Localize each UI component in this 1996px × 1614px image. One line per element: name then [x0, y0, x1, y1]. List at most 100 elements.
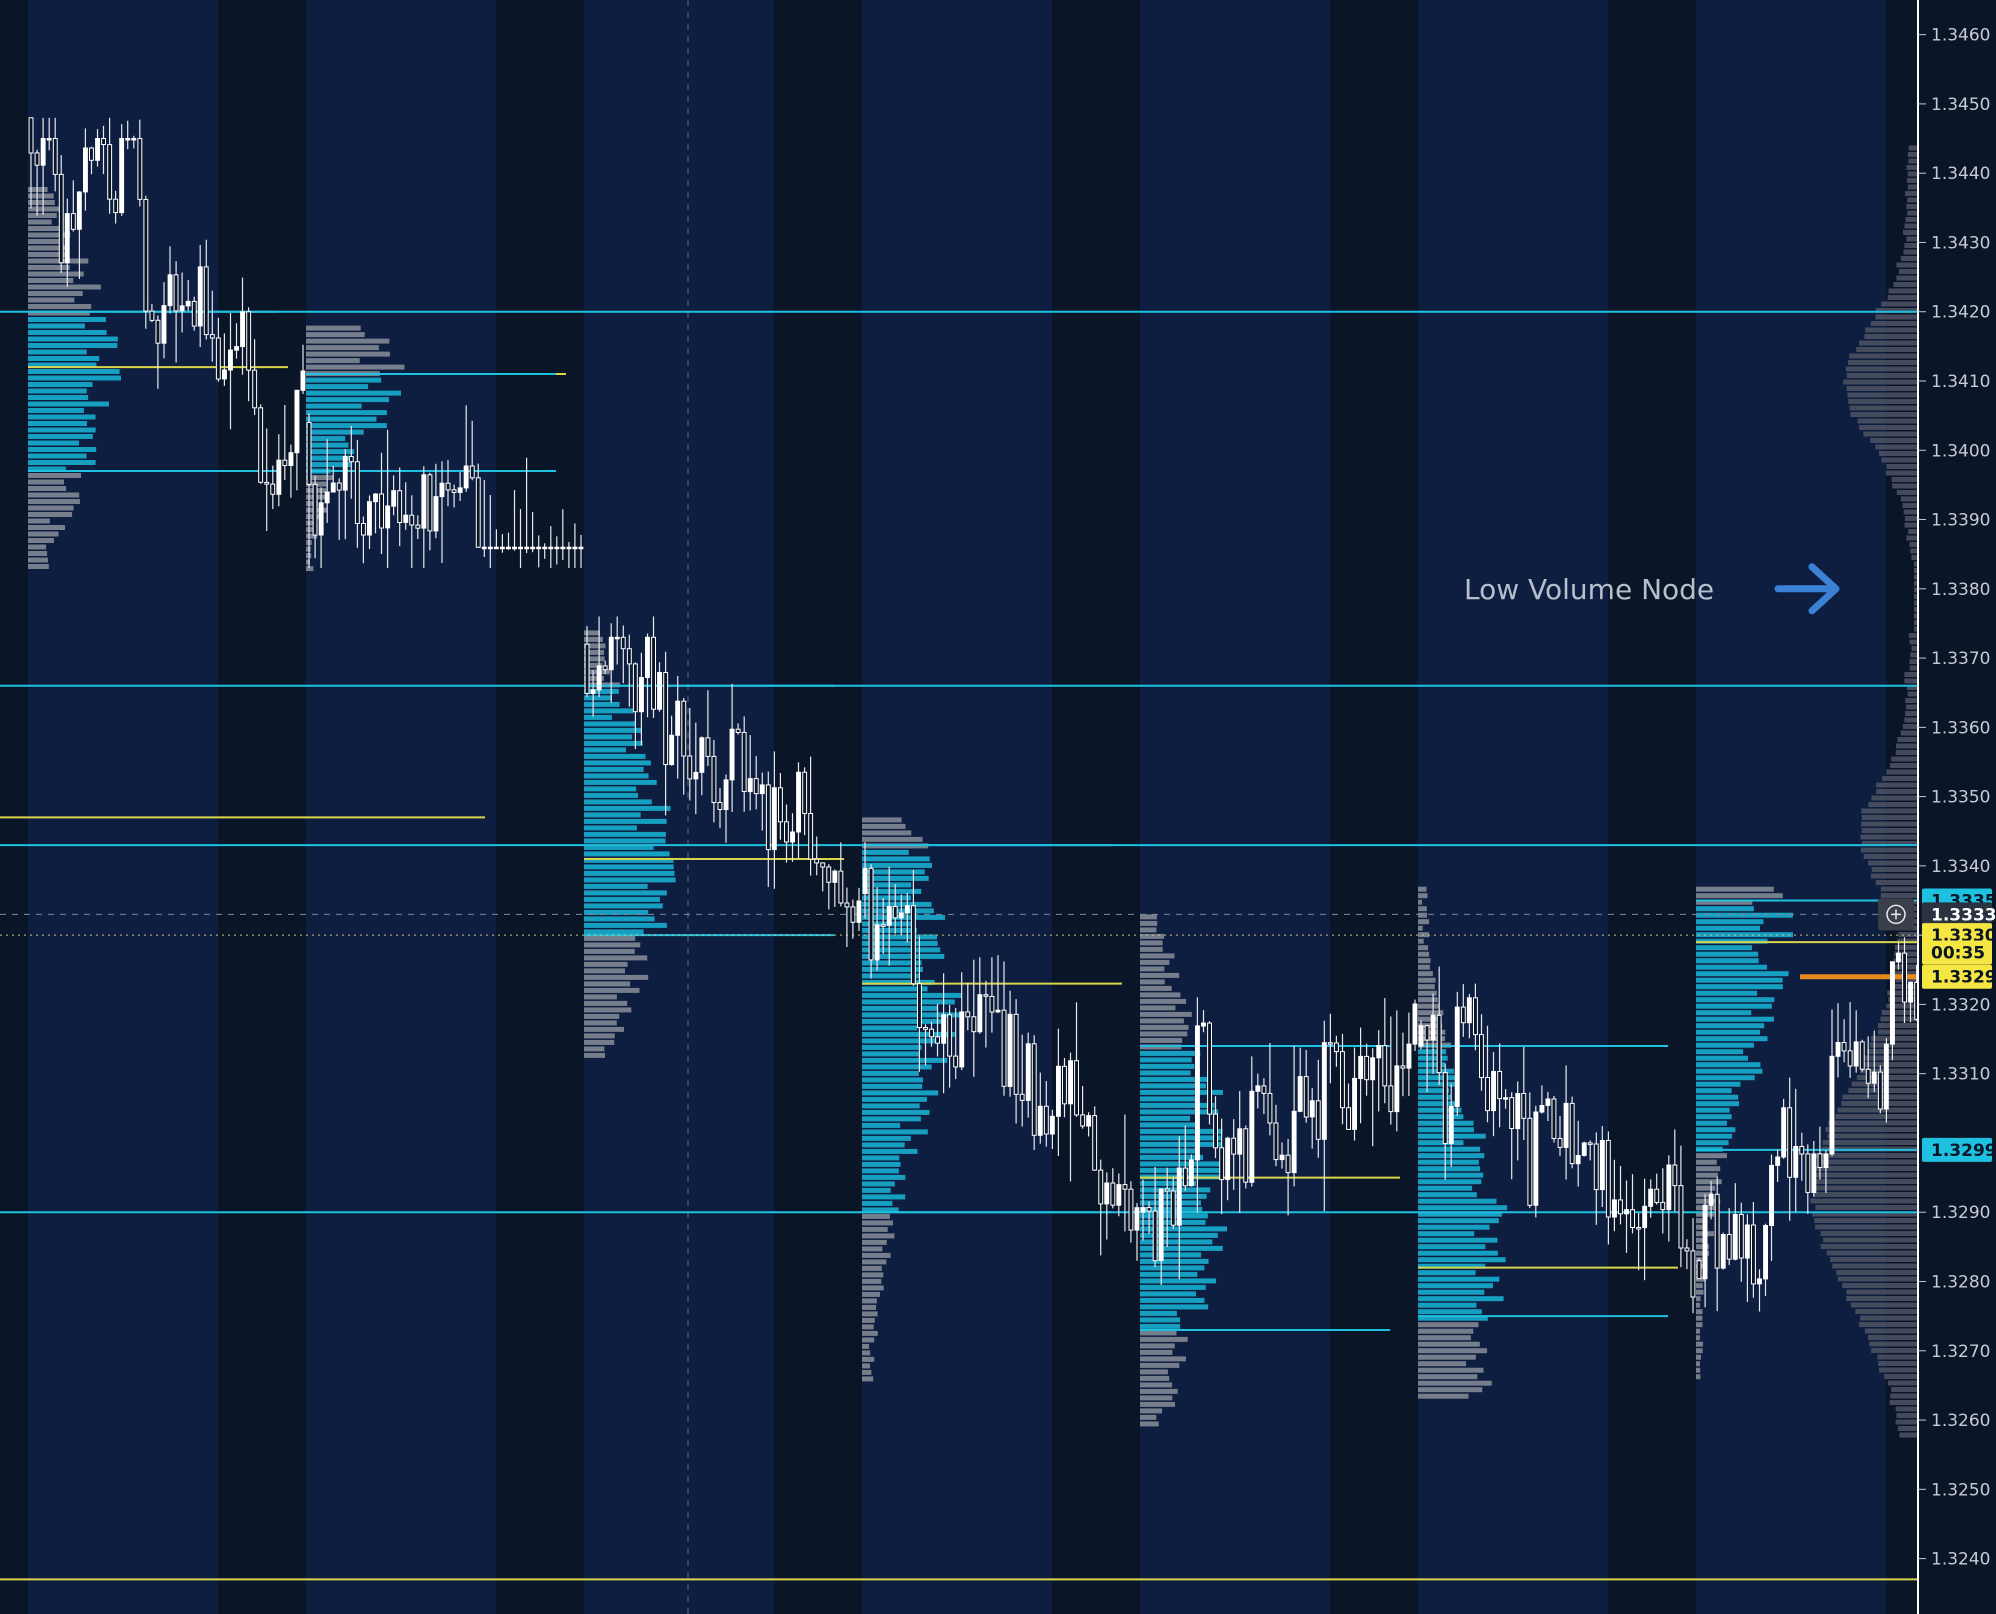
composite-volume-bar [1846, 373, 1918, 378]
composite-volume-bar [1909, 542, 1918, 547]
volume-profile-bar [862, 1070, 919, 1076]
volume-profile-bar [584, 1046, 605, 1052]
candle-body [288, 452, 294, 467]
candle-body [185, 300, 191, 307]
volume-profile-bar [1418, 1101, 1457, 1107]
volume-profile-bar [28, 317, 106, 322]
composite-volume-bar [1899, 1432, 1918, 1438]
candle-body [657, 672, 662, 710]
volume-profile-bar [1140, 1382, 1173, 1388]
composite-volume-bar [1902, 503, 1918, 508]
candle-body [1853, 1041, 1859, 1067]
volume-profile-bar [1140, 1395, 1173, 1401]
volume-profile-bar [1140, 1083, 1207, 1089]
volume-profile-bar [862, 1356, 875, 1362]
volume-profile-bar [1140, 1057, 1192, 1063]
composite-volume-bar [1911, 646, 1918, 651]
y-tick-label: 1.3320 [1931, 995, 1990, 1015]
candle-body [1618, 1199, 1623, 1215]
y-tick-label: 1.3460 [1931, 26, 1990, 46]
composite-volume-bar [1895, 1406, 1918, 1412]
volume-profile-bar [1418, 1302, 1477, 1308]
volume-profile-bar [1696, 1016, 1774, 1022]
volume-profile-bar [28, 518, 50, 524]
volume-profile-bar [862, 1252, 891, 1258]
volume-profile-bar [862, 1181, 895, 1187]
candle-body [500, 546, 505, 550]
volume-profile-bar [584, 857, 674, 863]
candle-body [1563, 1102, 1569, 1148]
volume-profile-bar [306, 364, 405, 370]
volume-profile-bar [584, 948, 635, 954]
volume-profile-bar [28, 226, 62, 231]
volume-profile-bar [584, 864, 674, 870]
candle-body [910, 905, 916, 985]
volume-profile-bar [862, 1122, 901, 1128]
candle-body [1007, 1013, 1013, 1087]
volume-profile-bar [1140, 966, 1165, 972]
composite-volume-bar [1907, 178, 1918, 183]
candle-body [1479, 1034, 1484, 1078]
volume-profile-bar [1418, 899, 1422, 905]
volume-profile-bar [1140, 1414, 1157, 1420]
candle-body [977, 994, 983, 1033]
volume-profile-bar [1418, 1172, 1484, 1178]
candle-body [1732, 1214, 1738, 1260]
volume-profile-bar [584, 929, 644, 935]
composite-volume-bar [1905, 698, 1918, 703]
volume-profile-bar [1418, 1224, 1490, 1230]
candle-body [1104, 1182, 1110, 1205]
volume-profile-bar [862, 1135, 911, 1141]
volume-profile-bar [862, 836, 923, 842]
candle-body [717, 802, 723, 810]
composite-volume-bar [1914, 594, 1918, 599]
candle-body [415, 524, 421, 529]
composite-volume-bar [1830, 1257, 1918, 1262]
volume-profile-bar [1140, 1317, 1180, 1323]
candle-body [1043, 1105, 1049, 1135]
volume-profile-bar [1696, 1172, 1718, 1178]
composite-volume-bar [1812, 1211, 1918, 1217]
volume-profile-bar [584, 1052, 605, 1058]
candle-body [941, 1014, 947, 1044]
composite-volume-bar [1908, 145, 1918, 151]
volume-profile-bar [28, 408, 84, 413]
candle-body [1182, 1167, 1188, 1187]
candle-body [1430, 1014, 1436, 1041]
composite-volume-bar [1870, 321, 1918, 326]
volume-profile-bar [584, 695, 612, 701]
volume-profile-bar [862, 1207, 899, 1213]
composite-volume-bar [1914, 587, 1918, 593]
composite-volume-bar [1859, 425, 1918, 430]
volume-profile-bar [306, 351, 390, 357]
volume-profile-bar [1140, 1291, 1196, 1297]
volume-profile-bar [862, 1239, 887, 1245]
volume-profile-bar [1696, 1250, 1710, 1256]
candle-body [95, 138, 100, 161]
composite-volume-bar [1879, 451, 1918, 456]
volume-profile-bar [862, 1025, 918, 1031]
candle-body [711, 755, 717, 804]
composite-volume-bar [1896, 275, 1918, 281]
candle-body [1412, 1003, 1418, 1045]
volume-profile-bar [584, 656, 605, 662]
candle-body [1454, 1006, 1460, 1107]
volume-profile-bar [862, 1174, 906, 1180]
volume-profile-bar [584, 818, 667, 824]
volume-profile-bar [584, 890, 667, 896]
volume-profile-bar [1418, 1023, 1443, 1029]
volume-profile-bar [584, 942, 641, 948]
candle-body [433, 496, 439, 532]
volume-profile-bar [1140, 998, 1187, 1004]
composite-volume-bar [1846, 386, 1918, 391]
volume-profile-bar [1140, 1362, 1180, 1368]
volume-profile-bar [28, 265, 70, 270]
candle-body [675, 700, 681, 736]
volume-profile-bar [584, 760, 651, 766]
candle-body [1883, 1043, 1889, 1110]
candle-body [324, 491, 330, 504]
candle-body [663, 672, 669, 766]
volume-profile-bar [862, 986, 928, 992]
